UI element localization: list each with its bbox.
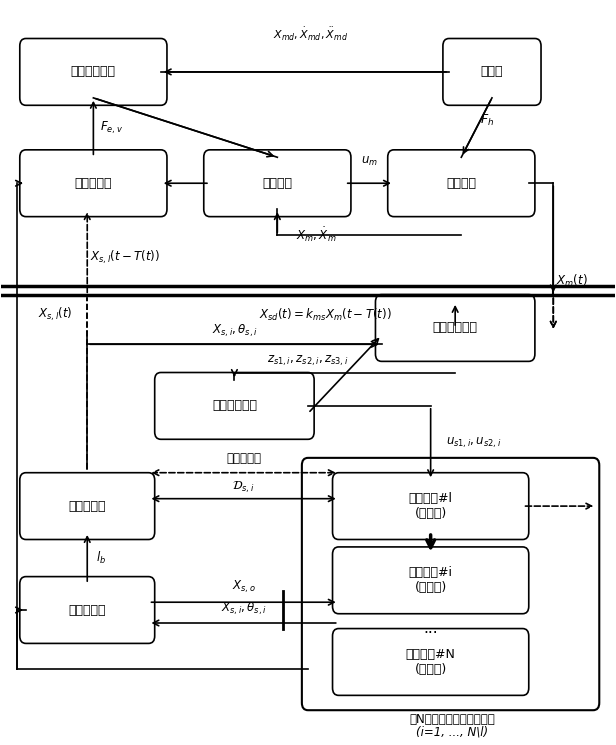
Text: $X_{sd}(t)=k_{ms}X_m(t-T(t))$: $X_{sd}(t)=k_{ms}X_m(t-T(t))$	[259, 306, 392, 323]
Text: $F_h$: $F_h$	[480, 112, 494, 127]
Text: $X_m(t)$: $X_m(t)$	[556, 273, 588, 288]
Text: 虚拟力反馈: 虚拟力反馈	[75, 177, 112, 190]
Text: $X_{md}, \dot{X}_{md}, \ddot{X}_{md}$: $X_{md}, \dot{X}_{md}, \ddot{X}_{md}$	[274, 26, 349, 43]
Text: $\mathcal{D}_{s,i}$: $\mathcal{D}_{s,i}$	[232, 480, 255, 495]
Text: 领航者切换: 领航者切换	[226, 452, 261, 466]
Text: 有N个智能体的从端机器人: 有N个智能体的从端机器人	[409, 713, 495, 726]
FancyBboxPatch shape	[376, 294, 535, 361]
Text: $u_{s1,i}, u_{s2,i}$: $u_{s1,i}, u_{s2,i}$	[446, 436, 501, 450]
Text: 主轨迹规划器: 主轨迹规划器	[71, 66, 116, 78]
FancyBboxPatch shape	[333, 629, 529, 695]
Text: $l_b$: $l_b$	[97, 550, 107, 566]
FancyBboxPatch shape	[387, 150, 535, 217]
FancyBboxPatch shape	[302, 458, 599, 710]
Text: $X_{s,i}, \theta_{s,i}$: $X_{s,i}, \theta_{s,i}$	[211, 323, 257, 339]
Text: $X_{s,l}(t-T(t))$: $X_{s,l}(t-T(t))$	[91, 249, 160, 266]
Text: 障碍物环境: 障碍物环境	[68, 603, 106, 617]
Text: 从机器人#i
(跟随者): 从机器人#i (跟随者)	[408, 566, 453, 595]
Text: 操作者: 操作者	[480, 66, 503, 78]
Text: 主机器人: 主机器人	[447, 177, 476, 190]
Text: $X_m, \dot{X}_m$: $X_m, \dot{X}_m$	[296, 226, 336, 244]
FancyBboxPatch shape	[20, 577, 155, 644]
FancyBboxPatch shape	[20, 150, 167, 217]
FancyBboxPatch shape	[155, 372, 314, 440]
FancyBboxPatch shape	[333, 547, 529, 614]
Text: 避障规划器: 避障规划器	[68, 500, 106, 513]
Text: ...: ...	[423, 621, 438, 636]
Text: 从编队控制器: 从编队控制器	[212, 399, 257, 413]
FancyBboxPatch shape	[204, 150, 351, 217]
Text: (i=1, ..., N\l): (i=1, ..., N\l)	[416, 725, 488, 738]
Text: 从轨迹规划器: 从轨迹规划器	[432, 321, 477, 335]
Text: $X_{s,i}, \theta_{s,i}$: $X_{s,i}, \theta_{s,i}$	[221, 600, 267, 617]
Text: 从机器人#N
(跟随者): 从机器人#N (跟随者)	[406, 648, 456, 676]
Text: $z_{s1,i}, z_{s2,i}, z_{s3,i}$: $z_{s1,i}, z_{s2,i}, z_{s3,i}$	[267, 354, 349, 368]
FancyBboxPatch shape	[20, 472, 155, 539]
FancyBboxPatch shape	[20, 39, 167, 105]
Text: 主控制器: 主控制器	[262, 177, 293, 190]
Text: $X_{s,o}$: $X_{s,o}$	[232, 578, 256, 595]
Text: $F_{e,v}$: $F_{e,v}$	[100, 119, 123, 136]
Text: $u_m$: $u_m$	[361, 155, 378, 168]
Text: 从机器人#l
(领航者): 从机器人#l (领航者)	[408, 492, 453, 520]
FancyBboxPatch shape	[333, 472, 529, 539]
FancyBboxPatch shape	[443, 39, 541, 105]
Text: $X_{s,l}(t)$: $X_{s,l}(t)$	[38, 306, 73, 323]
